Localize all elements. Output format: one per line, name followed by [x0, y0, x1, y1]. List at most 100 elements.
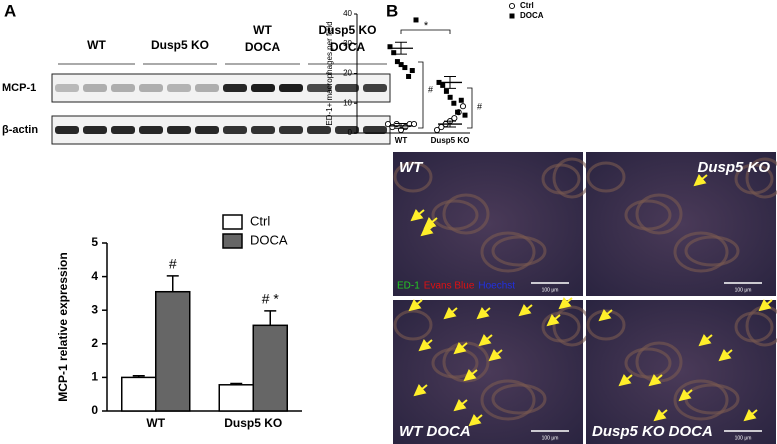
blot-band: [307, 126, 331, 134]
arrow: [423, 216, 438, 230]
y-tick-label: 20: [343, 69, 352, 78]
scale-bar-label: 100 μm: [542, 287, 559, 293]
panel-label: Dusp5 KO DOCA: [592, 423, 713, 440]
data-point: [440, 82, 446, 88]
significance-label: #: [428, 84, 433, 94]
blot-band: [139, 126, 163, 134]
scale-bar-label: 100 μm: [735, 287, 752, 293]
stain-label: Evans Blue: [424, 281, 475, 292]
scale-bar-label: 100 μm: [542, 435, 559, 441]
blot-band: [251, 126, 275, 134]
blot-band: [83, 126, 107, 134]
legend-label: DOCA: [520, 11, 544, 20]
error-bar: [166, 275, 179, 292]
data-point: [458, 97, 464, 103]
arrow: [518, 303, 533, 317]
tubule: [586, 161, 626, 193]
bar: [121, 376, 157, 412]
blot-band: [223, 126, 247, 134]
sem-bar: [395, 41, 407, 55]
data-point: [398, 62, 404, 68]
blot-band: [139, 84, 163, 92]
panel-label: A: [4, 1, 16, 20]
x-tick-label: Dusp5 KO: [431, 136, 470, 145]
tubule: [480, 379, 536, 421]
tubule: [541, 311, 581, 343]
data-point: [409, 68, 415, 74]
y-tick-label: 10: [343, 98, 352, 107]
arrow: [478, 333, 493, 347]
legend-marker: [509, 13, 515, 19]
data-point: [394, 59, 400, 65]
data-point: [387, 44, 393, 50]
sem-bar: [444, 75, 456, 89]
blot-group-label: Dusp5 KO: [151, 38, 209, 52]
bracket: [400, 29, 451, 34]
arrow: [558, 296, 573, 310]
blot-band: [223, 84, 247, 92]
panel-label: WT DOCA: [399, 423, 471, 440]
tubule: [673, 231, 729, 273]
blot-group-label: WT DOCA: [245, 23, 281, 54]
legend-swatch: [222, 233, 243, 249]
legend-marker: [508, 2, 516, 10]
arrow: [698, 333, 713, 347]
data-point: [391, 50, 397, 56]
arrow: [758, 298, 773, 312]
scale-bar-label: 100 μm: [735, 435, 752, 441]
data-point: [455, 109, 461, 115]
error-bar: [132, 374, 145, 378]
legend-swatch: [222, 214, 243, 230]
x-tick-label: Dusp5 KO: [224, 416, 282, 430]
sem-bar: [444, 120, 456, 128]
tubule: [491, 383, 547, 415]
significance-label: *: [424, 20, 429, 32]
y-tick-label: 30: [343, 39, 352, 48]
blot-row-label: β-actin: [2, 124, 38, 136]
data-point: [406, 73, 412, 79]
blot-band: [335, 126, 359, 134]
stain-label: ED-1: [397, 281, 420, 292]
tubule: [684, 235, 740, 267]
blot-membrane: [51, 73, 391, 103]
tubule: [635, 193, 683, 235]
arrow: [453, 341, 468, 355]
y-tick-label: 3: [91, 302, 98, 316]
y-tick-label: 0: [91, 403, 98, 417]
significance-label: #: [477, 101, 482, 111]
arrow: [468, 413, 483, 427]
y-tick-label: 40: [343, 9, 352, 18]
arrow: [618, 373, 633, 387]
arrow: [648, 373, 663, 387]
arrow: [743, 408, 758, 422]
blot-band: [83, 84, 107, 92]
arrow: [488, 348, 503, 362]
arrow: [453, 398, 468, 412]
y-axis-label: MCP-1 relative expression: [56, 252, 70, 401]
blot-group-label: WT: [87, 38, 106, 52]
blot-band: [167, 84, 191, 92]
blot-band: [251, 84, 275, 92]
tubule: [442, 193, 490, 235]
stain-label: Hoechst: [478, 281, 515, 292]
data-point: [402, 65, 408, 71]
significance-label: # *: [262, 291, 280, 307]
data-point: [462, 112, 468, 118]
data-point: [447, 94, 453, 100]
panel-label: B: [386, 1, 398, 20]
legend-label: DOCA: [250, 232, 288, 247]
tubule: [624, 199, 672, 231]
blot-band: [111, 84, 135, 92]
tubule: [491, 235, 547, 267]
tubule: [734, 311, 774, 343]
blot-band: [55, 126, 79, 134]
blot-band: [55, 84, 79, 92]
arrow: [718, 348, 733, 362]
y-axis-label: ED-1+ macrophages per field: [325, 21, 334, 125]
data-point: [459, 103, 467, 110]
blot-membrane: [51, 115, 391, 145]
arrow: [598, 308, 613, 322]
arrow: [463, 368, 478, 382]
data-point: [443, 88, 449, 94]
legend-label: Ctrl: [520, 1, 534, 10]
